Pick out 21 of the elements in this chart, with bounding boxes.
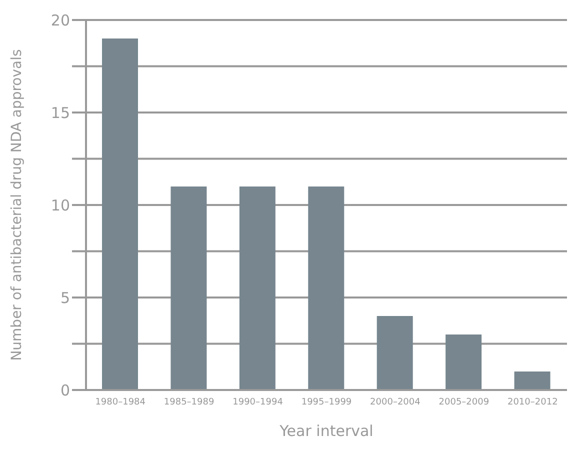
bar (308, 186, 344, 390)
bar (239, 186, 276, 390)
bar (376, 316, 413, 390)
y-tick-label: 20 (50, 11, 70, 30)
x-axis-title: Year interval (278, 422, 374, 440)
x-tick-label: 2000–2004 (370, 397, 421, 408)
x-tick-label: 1985–1989 (164, 397, 214, 408)
y-tick-label: 15 (50, 104, 70, 122)
x-tick-label: 1990–1994 (232, 397, 284, 408)
x-tick-label: 1980–1984 (95, 397, 146, 408)
bar (446, 334, 482, 390)
bar (514, 372, 550, 390)
y-tick-label: 0 (60, 381, 70, 400)
x-tick-label: 2010–2012 (507, 397, 558, 408)
y-axis-title: Number of antibacterial drug NDA approvals (8, 49, 25, 361)
x-tick-label: 1995–1999 (301, 397, 352, 408)
bar (102, 38, 138, 390)
bar (170, 186, 207, 390)
y-tick-label: 10 (50, 196, 70, 214)
x-tick-label: 2005–2009 (438, 397, 490, 408)
y-tick-label: 5 (60, 288, 70, 307)
